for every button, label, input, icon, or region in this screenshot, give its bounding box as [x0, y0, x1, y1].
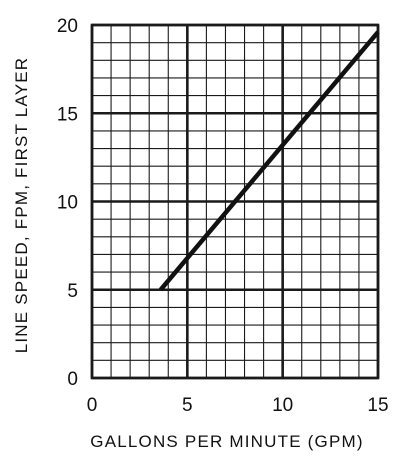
minor-grid [92, 25, 378, 378]
y-tick-label: 0 [67, 369, 78, 390]
x-tick-label: 5 [182, 395, 193, 416]
x-axis-title: GALLONS PER MINUTE (GPM) [90, 432, 363, 451]
x-tick-labels: 0 5 10 15 [87, 395, 389, 416]
series-line [158, 30, 380, 292]
x-tick-label: 15 [367, 395, 388, 416]
y-tick-label: 10 [57, 193, 78, 214]
major-grid [90, 23, 380, 380]
y-tick-label: 20 [57, 16, 78, 37]
x-tick-label: 10 [272, 395, 293, 416]
series-layer [158, 30, 380, 292]
x-tick-label: 0 [87, 395, 98, 416]
y-tick-label: 5 [67, 281, 78, 302]
plot-frame [90, 23, 380, 380]
y-axis-title: LINE SPEED, FPM, FIRST LAYER [12, 57, 31, 354]
y-tick-label: 15 [57, 104, 78, 125]
y-tick-labels: 0 5 10 15 20 [57, 16, 78, 390]
